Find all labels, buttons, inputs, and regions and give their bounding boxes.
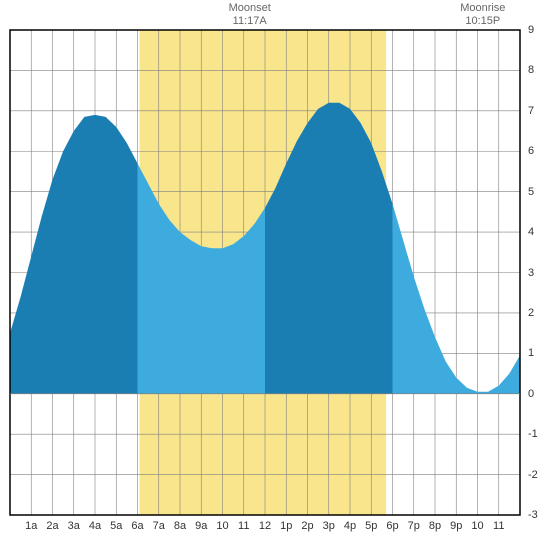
- x-tick-label: 12: [259, 520, 271, 532]
- y-tick-label: 8: [528, 64, 534, 76]
- x-tick-label: 2a: [46, 520, 58, 532]
- x-tick-label: 8a: [174, 520, 186, 532]
- x-tick-label: 3p: [323, 520, 335, 532]
- x-tick-label: 5p: [365, 520, 377, 532]
- x-tick-label: 3a: [68, 520, 80, 532]
- y-tick-label: 6: [528, 145, 534, 157]
- y-tick-label: 3: [528, 267, 534, 279]
- x-tick-label: 10: [471, 520, 483, 532]
- x-tick-label: 1a: [25, 520, 37, 532]
- x-tick-label: 7a: [153, 520, 165, 532]
- x-tick-label: 9a: [195, 520, 207, 532]
- y-tick-label: -3: [528, 509, 538, 521]
- x-tick-label: 11: [493, 520, 504, 532]
- y-tick-label: 7: [528, 105, 534, 117]
- y-tick-label: -2: [528, 469, 538, 481]
- x-tick-label: 2p: [301, 520, 313, 532]
- y-tick-label: -1: [528, 428, 538, 440]
- moon-annotation: Moonset11:17A: [220, 2, 280, 28]
- x-tick-label: 4p: [344, 520, 356, 532]
- x-tick-label: 6a: [131, 520, 143, 532]
- y-tick-label: 1: [528, 347, 534, 359]
- moon-annotation: Moonrise10:15P: [453, 2, 513, 28]
- x-tick-label: 8p: [429, 520, 441, 532]
- y-tick-label: 9: [528, 24, 534, 36]
- y-tick-label: 0: [528, 388, 534, 400]
- y-tick-label: 5: [528, 186, 534, 198]
- x-tick-label: 10: [216, 520, 228, 532]
- chart-canvas: [0, 0, 550, 550]
- y-tick-label: 2: [528, 307, 534, 319]
- y-tick-label: 4: [528, 226, 534, 238]
- x-tick-label: 4a: [89, 520, 101, 532]
- x-tick-label: 1p: [280, 520, 292, 532]
- x-tick-label: 5a: [110, 520, 122, 532]
- tide-chart: 1a2a3a4a5a6a7a8a9a1011121p2p3p4p5p6p7p8p…: [0, 0, 550, 550]
- x-tick-label: 9p: [450, 520, 462, 532]
- x-tick-label: 6p: [386, 520, 398, 532]
- x-tick-label: 7p: [408, 520, 420, 532]
- x-tick-label: 11: [238, 520, 249, 532]
